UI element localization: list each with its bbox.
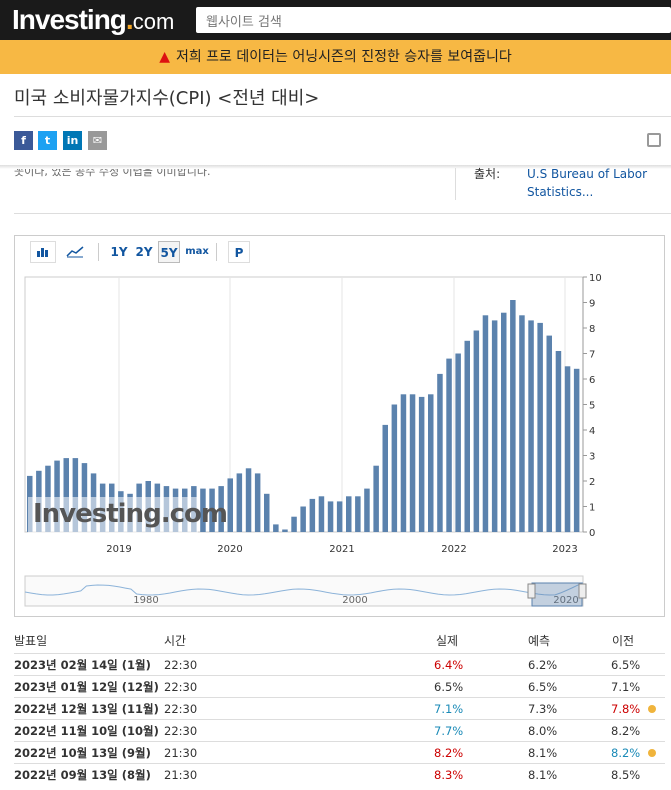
siren-icon: ▲	[159, 49, 170, 65]
logo-com: com	[132, 9, 175, 34]
table-row: 2022년 10월 13일 (9월) 21:30 8.2% 8.1% 8.2%	[14, 741, 665, 763]
forecast-value: 8.1%	[528, 768, 558, 782]
header-date: 발표일	[14, 634, 48, 648]
actual-value: 7.1%	[434, 702, 464, 716]
facebook-share-icon[interactable]: f	[14, 131, 33, 150]
actual-value: 8.3%	[434, 768, 464, 782]
actual-value: 6.5%	[434, 680, 464, 694]
actual-value: 7.7%	[434, 724, 464, 738]
release-date: 2022년 11월 10일 (10월)	[14, 724, 159, 738]
release-time: 21:30	[164, 746, 198, 760]
linkedin-share-icon[interactable]: in	[63, 131, 82, 150]
page-title: 미국 소비자물가지수(CPI) <전년 대비>	[14, 88, 320, 109]
actual-value: 8.2%	[434, 746, 464, 760]
release-time: 22:30	[164, 702, 198, 716]
range-2y-button[interactable]: 2Y	[135, 245, 153, 259]
table-row: 2022년 11월 10일 (10월) 22:30 7.7% 8.0% 8.2%	[14, 719, 665, 741]
table-row: 2022년 12월 13일 (11월) 22:30 7.1% 7.3% 7.8%	[14, 697, 665, 719]
previous-value: 7.8%	[611, 702, 641, 716]
source-link[interactable]: U.S Bureau of Labor Statistics...	[527, 167, 648, 199]
forecast-value: 8.0%	[528, 724, 558, 738]
previous-value: 6.5%	[611, 658, 641, 672]
range-max-button[interactable]: max	[185, 246, 209, 257]
toolbar-separator	[216, 243, 217, 261]
forecast-value: 8.1%	[528, 746, 558, 760]
print-icon[interactable]	[647, 133, 661, 147]
header-forecast: 예측	[528, 634, 551, 648]
actual-value: 6.4%	[434, 658, 464, 672]
release-time: 22:30	[164, 680, 198, 694]
release-date: 2022년 09월 13일 (8월)	[14, 768, 151, 782]
divider	[455, 168, 456, 200]
release-date: 2023년 01월 12일 (12월)	[14, 680, 159, 694]
p-button[interactable]: P	[228, 241, 250, 263]
previous-value: 8.5%	[611, 768, 641, 782]
release-time: 22:30	[164, 658, 198, 672]
email-share-icon[interactable]: ✉	[88, 131, 107, 150]
source-label: 출처:	[474, 167, 501, 181]
range-5y-button[interactable]: 5Y	[158, 241, 180, 263]
previous-value: 7.1%	[611, 680, 641, 694]
divider	[14, 116, 671, 117]
sticky-shadow	[0, 165, 671, 169]
twitter-share-icon[interactable]: t	[38, 131, 57, 150]
revision-dot-icon	[648, 705, 656, 713]
range-1y-button[interactable]: 1Y	[110, 245, 128, 259]
header-actual: 실제	[436, 634, 459, 648]
promo-banner[interactable]: ▲ 저희 프로 데이터는 어닝시즌의 진정한 승자를 보여줍니다	[0, 40, 671, 74]
divider	[14, 213, 671, 214]
table-row: 2022년 09월 13일 (8월) 21:30 8.3% 8.1% 8.5%	[14, 763, 665, 785]
release-date: 2022년 10월 13일 (9월)	[14, 746, 151, 760]
logo-main: Investing	[12, 4, 127, 35]
table-row: 2023년 01월 12일 (12월) 22:30 6.5% 6.5% 7.1%	[14, 675, 665, 697]
previous-value: 8.2%	[611, 724, 641, 738]
table-row: 2023년 02월 14일 (1월) 22:30 6.4% 6.2% 6.5%	[14, 653, 665, 675]
release-time: 22:30	[164, 724, 198, 738]
forecast-value: 7.3%	[528, 702, 558, 716]
line-chart-icon[interactable]	[64, 241, 86, 263]
release-time: 21:30	[164, 768, 198, 782]
forecast-value: 6.2%	[528, 658, 558, 672]
top-bar: Investing.com 웹사이트 검색	[0, 0, 671, 40]
header-previous: 이전	[612, 634, 635, 648]
release-date: 2023년 02월 14일 (1월)	[14, 658, 151, 672]
release-date: 2022년 12월 13일 (11월)	[14, 702, 159, 716]
bar-chart-icon[interactable]	[30, 241, 56, 263]
search-input[interactable]: 웹사이트 검색	[196, 7, 671, 33]
toolbar-separator	[98, 243, 99, 261]
previous-value: 8.2%	[611, 746, 641, 760]
revision-dot-icon	[648, 749, 656, 757]
promo-text: 저희 프로 데이터는 어닝시즌의 진정한 승자를 보여줍니다	[175, 49, 512, 65]
investing-logo[interactable]: Investing.com	[12, 4, 175, 35]
chart-container	[14, 235, 665, 617]
forecast-value: 6.5%	[528, 680, 558, 694]
header-time: 시간	[164, 634, 187, 648]
